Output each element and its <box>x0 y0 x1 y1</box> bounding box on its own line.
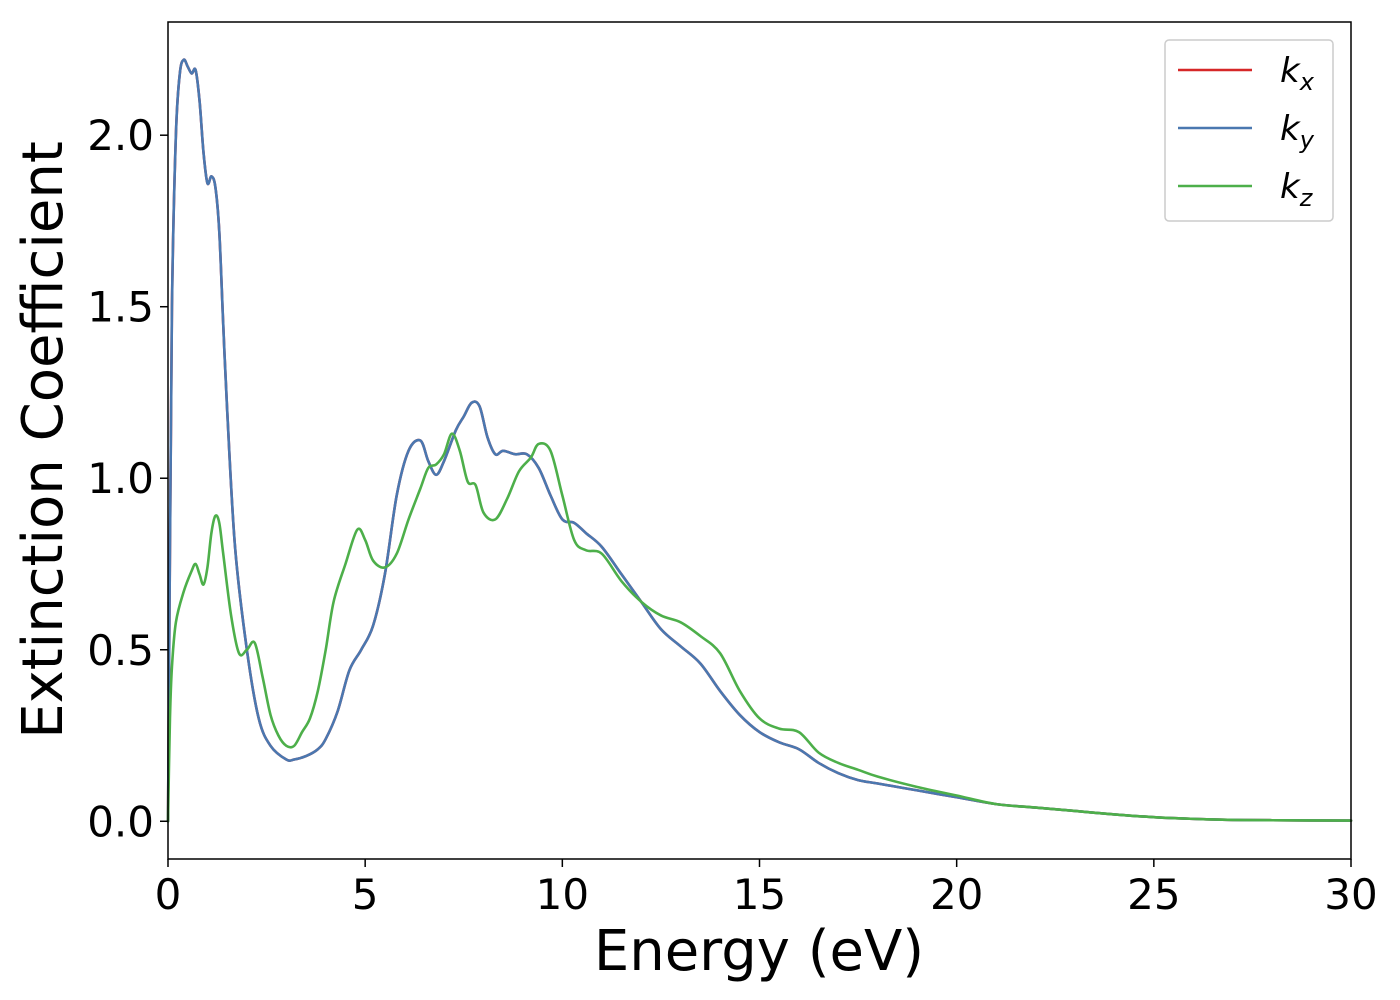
x-axis-label: Energy (eV) <box>594 919 924 984</box>
legend-label-subscript: x <box>1299 68 1315 96</box>
legend-label-subscript: z <box>1299 184 1314 212</box>
y-axis-ticks: 0.0 0.5 1.0 1.5 2.0 <box>87 111 168 846</box>
legend-box <box>1164 39 1334 222</box>
legend-label-y: ky <box>1280 109 1315 154</box>
series-layer <box>166 58 1353 823</box>
y-axis-label: Extinction Coefficient <box>11 141 76 739</box>
y-tick-label: 0.5 <box>87 626 154 675</box>
y-tick-label: 1.0 <box>87 454 154 503</box>
y-tick-label: 2.0 <box>87 111 154 160</box>
y-tick-label: 1.5 <box>87 283 154 332</box>
x-tick-label: 0 <box>155 870 182 919</box>
series-line-y <box>166 58 1353 823</box>
x-tick-label: 5 <box>352 870 379 919</box>
legend-label-z: kz <box>1280 167 1314 212</box>
legend-label-base: k <box>1280 109 1301 149</box>
legend-label-subscript: y <box>1299 126 1315 154</box>
x-axis-ticks: 0 5 10 15 20 25 30 <box>155 859 1378 919</box>
x-tick-label: 15 <box>733 870 786 919</box>
y-tick-label: 0.0 <box>87 797 154 846</box>
legend-label-base: k <box>1280 51 1301 91</box>
x-tick-label: 25 <box>1127 870 1180 919</box>
legend-label-x: kx <box>1280 51 1315 96</box>
x-tick-label: 10 <box>536 870 589 919</box>
series-line-z <box>166 432 1353 823</box>
legend-label-base: k <box>1280 167 1301 207</box>
x-tick-label: 30 <box>1324 870 1377 919</box>
x-tick-label: 20 <box>930 870 983 919</box>
